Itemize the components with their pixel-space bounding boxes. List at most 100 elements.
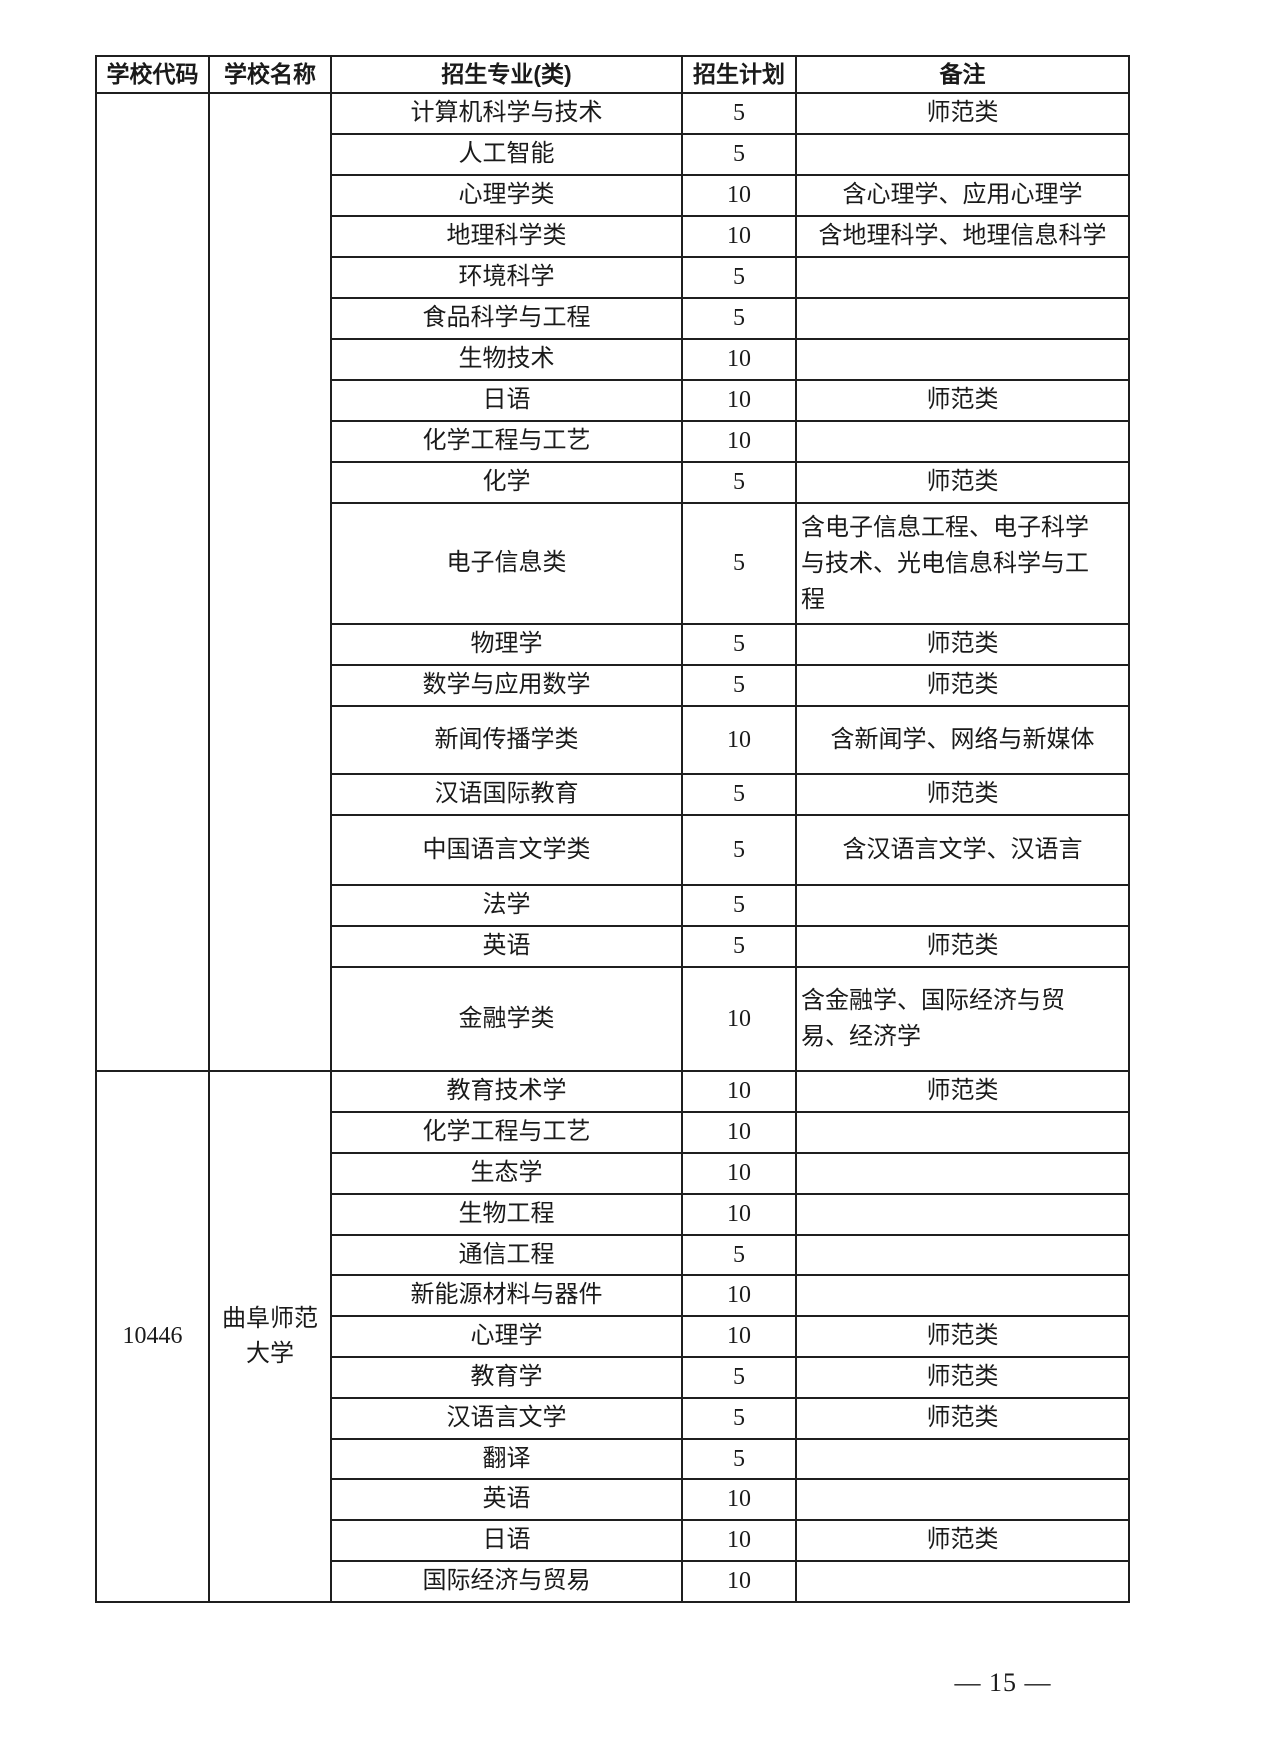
table-row: 食品科学与工程 5 bbox=[96, 297, 1130, 341]
remark-cell bbox=[795, 1192, 1130, 1236]
remark-cell: 师范类 bbox=[795, 1519, 1130, 1562]
table-row: 汉语言文学 5 师范类 bbox=[96, 1396, 1130, 1440]
table-header: 学校代码 学校名称 招生专业(类) 招生计划 备注 bbox=[95, 54, 1130, 95]
table-row: 生态学 10 bbox=[96, 1151, 1130, 1195]
major-cell: 汉语言文学 bbox=[330, 1396, 683, 1440]
plan-cell: 10 bbox=[681, 1111, 797, 1154]
major-cell: 生物工程 bbox=[330, 1192, 683, 1236]
plan-cell: 5 bbox=[681, 502, 797, 626]
column-header-school-name: 学校名称 bbox=[208, 54, 332, 95]
plan-cell: 5 bbox=[681, 92, 797, 136]
table-body: 计算机科学与技术 5 师范类 人工智能 5 心理学类 10 含心理学、应用心理学 地理科学类 10… bbox=[95, 92, 1130, 1603]
major-cell: 物理学 bbox=[330, 623, 683, 667]
remark-cell bbox=[795, 338, 1130, 382]
table-row: 金融学类 10 含金融学、国际经济与贸易、经济学 bbox=[96, 966, 1130, 1073]
table-row: 生物技术 10 bbox=[96, 338, 1130, 382]
plan-cell: 10 bbox=[681, 966, 797, 1073]
major-cell: 生态学 bbox=[330, 1151, 683, 1195]
table-row: 日语 10 师范类 bbox=[96, 379, 1130, 423]
major-cell: 英语 bbox=[330, 1478, 683, 1522]
page-number: — 15 — bbox=[954, 1668, 1052, 1697]
plan-cell: 5 bbox=[681, 297, 797, 341]
plan-cell: 10 bbox=[681, 1315, 797, 1358]
table-row: 汉语国际教育 5 师范类 bbox=[96, 773, 1130, 817]
remark-cell bbox=[795, 1437, 1130, 1481]
table-row: 心理学类 10 含心理学、应用心理学 bbox=[96, 174, 1130, 218]
remark-cell bbox=[795, 1111, 1130, 1154]
table-row: 化学工程与工艺 10 bbox=[96, 420, 1130, 464]
table-row: 英语 5 师范类 bbox=[96, 925, 1130, 969]
table-row: 环境科学 5 bbox=[96, 256, 1130, 300]
table-row: 国际经济与贸易 10 bbox=[96, 1559, 1130, 1603]
remark-cell: 师范类 bbox=[795, 1315, 1130, 1358]
plan-cell: 10 bbox=[681, 1192, 797, 1236]
remark-cell bbox=[795, 884, 1130, 928]
remark-cell: 含电子信息工程、电子科学与技术、光电信息科学与工程 bbox=[795, 502, 1130, 626]
major-cell: 日语 bbox=[330, 379, 683, 423]
remark-cell: 师范类 bbox=[795, 623, 1130, 667]
table-row: 电子信息类 5 含电子信息工程、电子科学与技术、光电信息科学与工程 bbox=[96, 502, 1130, 626]
major-cell: 地理科学类 bbox=[330, 215, 683, 259]
column-header-plan: 招生计划 bbox=[681, 54, 797, 95]
remark-cell: 师范类 bbox=[795, 1355, 1130, 1399]
major-cell: 翻译 bbox=[330, 1437, 683, 1481]
remark-cell: 含心理学、应用心理学 bbox=[795, 174, 1130, 218]
table-row: 心理学 10 师范类 bbox=[96, 1315, 1130, 1358]
table-row: 化学工程与工艺 10 bbox=[96, 1111, 1130, 1154]
remark-cell: 含新闻学、网络与新媒体 bbox=[795, 705, 1130, 776]
major-cell: 国际经济与贸易 bbox=[330, 1559, 683, 1603]
major-cell: 环境科学 bbox=[330, 256, 683, 300]
remark-cell bbox=[795, 1559, 1130, 1603]
remark-cell: 含金融学、国际经济与贸易、经济学 bbox=[795, 966, 1130, 1073]
plan-cell: 10 bbox=[681, 215, 797, 259]
major-cell: 数学与应用数学 bbox=[330, 664, 683, 708]
remark-cell bbox=[795, 420, 1130, 464]
major-cell: 生物技术 bbox=[330, 338, 683, 382]
remark-cell bbox=[795, 1274, 1130, 1318]
major-cell: 食品科学与工程 bbox=[330, 297, 683, 341]
remark-cell: 师范类 bbox=[795, 925, 1130, 969]
remark-cell: 师范类 bbox=[795, 379, 1130, 423]
major-cell: 化学 bbox=[330, 461, 683, 505]
table-row: 化学 5 师范类 bbox=[96, 461, 1130, 505]
school-name-cell: 曲阜师范大学 bbox=[208, 1070, 332, 1603]
table-row: 计算机科学与技术 5 师范类 bbox=[95, 92, 1130, 1073]
plan-cell: 10 bbox=[681, 1519, 797, 1562]
plan-cell: 10 bbox=[681, 1070, 797, 1114]
major-cell: 化学工程与工艺 bbox=[330, 420, 683, 464]
table-row: 人工智能 5 bbox=[96, 133, 1130, 177]
plan-cell: 5 bbox=[681, 1396, 797, 1440]
plan-cell: 10 bbox=[681, 174, 797, 218]
plan-cell: 10 bbox=[681, 338, 797, 382]
column-header-school-code: 学校代码 bbox=[95, 54, 210, 95]
plan-cell: 5 bbox=[681, 664, 797, 708]
remark-cell bbox=[795, 1478, 1130, 1522]
plan-cell: 5 bbox=[681, 1437, 797, 1481]
header-row: 学校代码 学校名称 招生专业(类) 招生计划 备注 bbox=[95, 54, 1130, 95]
major-cell: 汉语国际教育 bbox=[330, 773, 683, 817]
major-cell: 金融学类 bbox=[330, 966, 683, 1073]
table-row: 通信工程 5 bbox=[96, 1233, 1130, 1277]
table-row: 地理科学类 10 含地理科学、地理信息科学 bbox=[96, 215, 1130, 259]
major-cell: 人工智能 bbox=[330, 133, 683, 177]
major-cell: 心理学类 bbox=[330, 174, 683, 218]
major-cell: 计算机科学与技术 bbox=[330, 92, 683, 136]
column-header-major: 招生专业(类) bbox=[330, 54, 683, 95]
plan-cell: 5 bbox=[681, 1233, 797, 1277]
major-cell: 英语 bbox=[330, 925, 683, 969]
remark-cell: 师范类 bbox=[795, 664, 1130, 708]
plan-cell: 5 bbox=[681, 814, 797, 887]
major-cell: 法学 bbox=[330, 884, 683, 928]
school-name-cell bbox=[208, 92, 332, 1073]
remark-cell: 师范类 bbox=[795, 461, 1130, 505]
major-cell: 新能源材料与器件 bbox=[330, 1274, 683, 1318]
plan-cell: 5 bbox=[681, 461, 797, 505]
remark-cell bbox=[795, 297, 1130, 341]
major-cell: 日语 bbox=[330, 1519, 683, 1562]
table-row: 物理学 5 师范类 bbox=[96, 623, 1130, 667]
plan-cell: 5 bbox=[681, 773, 797, 817]
major-cell: 心理学 bbox=[330, 1315, 683, 1358]
table-row: 翻译 5 bbox=[96, 1437, 1130, 1481]
column-header-remark: 备注 bbox=[795, 54, 1130, 95]
major-cell: 教育技术学 bbox=[330, 1070, 683, 1114]
